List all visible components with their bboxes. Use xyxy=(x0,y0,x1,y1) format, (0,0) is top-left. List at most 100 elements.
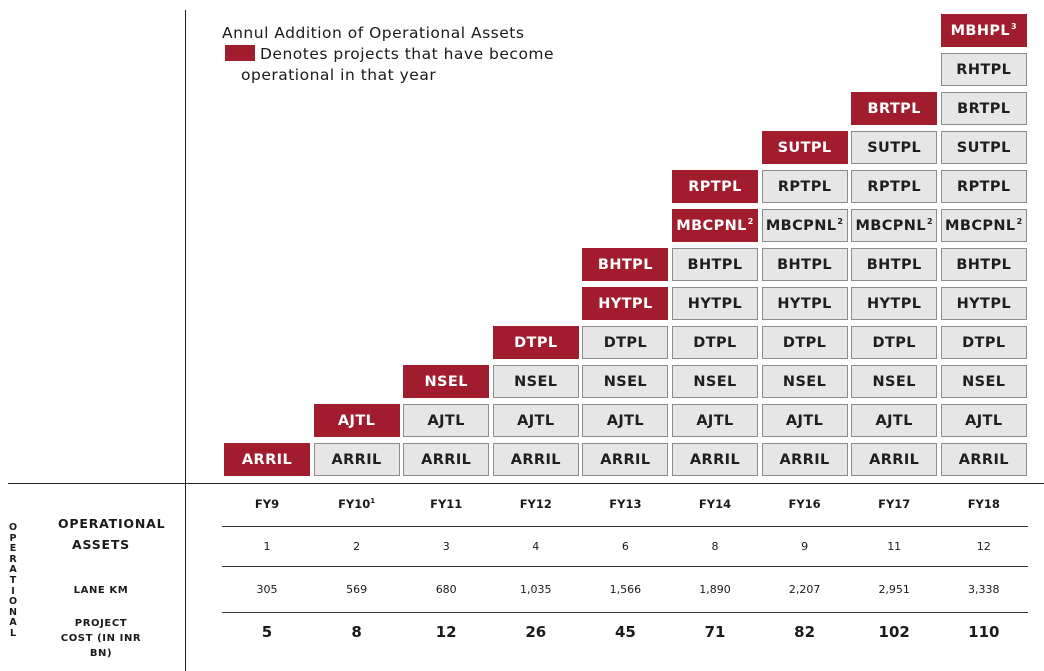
operational-assets-value: 11 xyxy=(887,540,902,553)
project-cell-nsel-fy14: NSEL xyxy=(672,365,758,398)
project-cell-nsel-fy18: NSEL xyxy=(940,365,1027,398)
project-cell-mbcpnl-fy16: MBCPNL 2 xyxy=(761,209,848,242)
project-cell-ajtl-fy11: AJTL xyxy=(403,404,490,437)
lane-km-value: 680 xyxy=(435,583,457,596)
project-cell-arril-fy10: ARRIL xyxy=(313,443,400,476)
project-cell-dtpl-fy12: DTPL xyxy=(492,326,579,359)
side-label-letter: N xyxy=(9,606,17,618)
project-cost-value: 110 xyxy=(968,623,1000,641)
operational-assets-value: 6 xyxy=(621,540,629,553)
year-label-fy13: FY13 xyxy=(609,497,642,511)
lane-km-value: 1,890 xyxy=(699,583,731,596)
operational-assets-value: 3 xyxy=(442,540,450,553)
project-cell-arril-fy11: ARRIL xyxy=(403,443,490,476)
project-cell-dtpl-fy13: DTPL xyxy=(582,326,669,359)
year-label-fy12: FY12 xyxy=(519,497,552,511)
row-label-lane-km: LANE KM xyxy=(73,585,129,596)
project-cell-sutpl-fy18: SUTPL xyxy=(940,131,1027,164)
project-cell-brtpl-fy18: BRTPL xyxy=(940,92,1027,125)
project-cost-value: 102 xyxy=(878,623,910,641)
project-cost-value: 26 xyxy=(525,623,547,641)
year-label-fy9: FY9 xyxy=(254,497,280,511)
project-cell-mbhpl-fy18: MBHPL 3 xyxy=(940,14,1027,47)
lane-km-value: 1,566 xyxy=(609,583,642,596)
side-label-letter: R xyxy=(9,553,17,565)
side-label-letter: I xyxy=(11,585,15,597)
project-cell-ajtl-fy16: AJTL xyxy=(761,404,848,437)
table-divider-3 xyxy=(222,612,1028,613)
side-label-letter: E xyxy=(9,543,17,555)
project-cost-value: 8 xyxy=(351,623,362,641)
year-label-fy18: FY18 xyxy=(967,497,1000,511)
project-cell-arril-fy12: ARRIL xyxy=(492,443,579,476)
year-label-fy17: FY17 xyxy=(878,497,911,511)
project-cell-rptpl-fy14: RPTPL xyxy=(672,170,758,203)
project-cell-hytpl-fy16: HYTPL xyxy=(761,287,848,320)
side-label-letter: A xyxy=(9,617,17,629)
project-cell-bhtpl-fy18: BHTPL xyxy=(940,248,1027,281)
year-label-fy11: FY11 xyxy=(430,497,463,511)
project-cell-nsel-fy13: NSEL xyxy=(582,365,669,398)
project-cell-nsel-fy16: NSEL xyxy=(761,365,848,398)
project-cost-value: 12 xyxy=(435,623,457,641)
project-cell-ajtl-fy18: AJTL xyxy=(940,404,1027,437)
project-cell-bhtpl-fy16: BHTPL xyxy=(761,248,848,281)
project-cell-arril-fy16: ARRIL xyxy=(761,443,848,476)
vertical-axis-line xyxy=(185,10,186,671)
project-cell-rptpl-fy16: RPTPL xyxy=(761,170,848,203)
project-cell-brtpl-fy17: BRTPL xyxy=(851,92,938,125)
year-label-fy16: FY16 xyxy=(788,497,821,511)
project-cell-arril-fy9: ARRIL xyxy=(224,443,310,476)
project-cell-dtpl-fy18: DTPL xyxy=(940,326,1027,359)
project-cell-rhtpl-fy18: RHTPL xyxy=(940,53,1027,86)
project-cell-ajtl-fy12: AJTL xyxy=(492,404,579,437)
operational-assets-value: 1 xyxy=(263,540,271,553)
side-label-letter: O xyxy=(8,522,18,533)
project-cell-ajtl-fy10: AJTL xyxy=(313,404,400,437)
project-cell-ajtl-fy14: AJTL xyxy=(672,404,758,437)
side-label-letter: T xyxy=(9,574,17,586)
lane-km-value: 2,207 xyxy=(788,583,821,596)
project-cell-mbcpnl-fy18: MBCPNL 2 xyxy=(940,209,1027,242)
project-cell-arril-fy14: ARRIL xyxy=(672,443,758,476)
row-label-operational-assets: OPERATIONAL ASSETS xyxy=(58,516,166,552)
project-cost-value: 5 xyxy=(261,623,273,641)
operational-assets-value: 2 xyxy=(353,540,361,553)
legend-note: Denotes projects that have become operat… xyxy=(241,45,555,84)
year-label-fy14: FY14 xyxy=(698,497,732,511)
project-cell-nsel-fy17: NSEL xyxy=(851,365,938,398)
side-label-letter: L xyxy=(9,627,17,639)
lane-km-value: 1,035 xyxy=(520,583,552,596)
side-label-letter: A xyxy=(9,564,17,576)
legend-title: Annul Addition of Operational Assets xyxy=(222,24,525,42)
project-cell-nsel-fy11: NSEL xyxy=(403,365,490,398)
project-cell-hytpl-fy14: HYTPL xyxy=(672,287,758,320)
year-label-fy10: FY101 xyxy=(338,497,376,511)
project-cell-arril-fy17: ARRIL xyxy=(851,443,938,476)
project-cell-dtpl-fy16: DTPL xyxy=(761,326,848,359)
project-cell-dtpl-fy17: DTPL xyxy=(851,326,938,359)
project-cost-value: 71 xyxy=(704,623,726,641)
project-cell-hytpl-fy13: HYTPL xyxy=(582,287,669,320)
operational-assets-value: 4 xyxy=(532,540,540,553)
project-cost-value: 82 xyxy=(794,623,816,641)
lane-km-value: 3,338 xyxy=(968,583,1000,596)
project-cost-value: 45 xyxy=(614,623,636,641)
operational-assets-value: 12 xyxy=(976,540,991,553)
project-cell-bhtpl-fy13: BHTPL xyxy=(582,248,669,281)
project-cell-ajtl-fy13: AJTL xyxy=(582,404,669,437)
side-label-letter: P xyxy=(9,532,17,544)
operational-assets-value: 8 xyxy=(711,540,719,553)
project-cell-mbcpnl-fy17: MBCPNL 2 xyxy=(851,209,938,242)
operational-assets-value: 9 xyxy=(801,540,809,553)
lane-km-value: 305 xyxy=(256,583,278,596)
lane-km-value: 2,951 xyxy=(878,583,910,596)
table-divider-1 xyxy=(222,526,1028,527)
legend-swatch xyxy=(225,45,255,61)
project-cell-hytpl-fy18: HYTPL xyxy=(940,287,1027,320)
project-cell-mbcpnl-fy14: MBCPNL 2 xyxy=(672,209,758,242)
horizontal-axis-line xyxy=(8,483,1044,484)
project-cell-rptpl-fy18: RPTPL xyxy=(940,170,1027,203)
